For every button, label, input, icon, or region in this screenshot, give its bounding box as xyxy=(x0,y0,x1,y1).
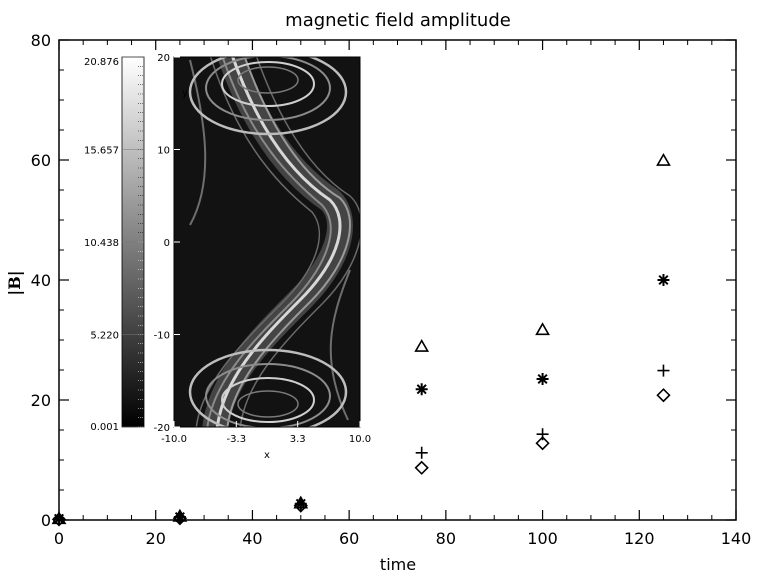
main-axis-ticks xyxy=(58,39,737,521)
plus-marker xyxy=(415,446,428,459)
triangle-marker xyxy=(656,152,671,166)
plus-marker xyxy=(53,513,65,526)
x-tick-label: 60 xyxy=(339,529,359,548)
asterisk-marker xyxy=(415,383,428,396)
inset-axis-ticks xyxy=(173,56,361,428)
y-tick-label: 20 xyxy=(31,391,51,410)
colorbar-ticks xyxy=(122,56,144,428)
triangle-marker xyxy=(414,338,430,352)
inset-y-tick-label: 20 xyxy=(157,53,170,64)
diamond-marker xyxy=(535,436,550,451)
inset-y-tick-label: -10 xyxy=(154,331,170,342)
inset-y-axis-label: y xyxy=(182,88,188,99)
inset-x-axis-label: x xyxy=(264,450,270,461)
inset-x-tick-label: -10.0 xyxy=(161,434,187,445)
inset-x-tick-label: 3.3 xyxy=(290,434,306,445)
plus-series xyxy=(53,364,670,526)
x-tick-label: 140 xyxy=(721,529,752,548)
y-tick-label: 60 xyxy=(31,151,51,170)
y-tick-label: 0 xyxy=(41,511,51,530)
plus-marker xyxy=(536,428,549,441)
inset-y-tick-label: 0 xyxy=(164,238,170,249)
y-axis-label: |B| xyxy=(5,270,24,295)
plus-marker xyxy=(173,511,186,524)
x-tick-label: 80 xyxy=(436,529,456,548)
colorbar-tick-labels: 20.876 15.657 10.438 5.220 0.001 xyxy=(84,57,119,433)
inset-y-tick-label: 10 xyxy=(157,146,170,157)
triangle-marker xyxy=(535,322,550,336)
inset-x-tick-label: 10.0 xyxy=(349,434,371,445)
x-tick-label: 100 xyxy=(527,529,558,548)
y-tick-label: 80 xyxy=(31,31,51,50)
colorbar-tick-label: 0.001 xyxy=(90,422,119,433)
colorbar-tick-label: 15.657 xyxy=(84,146,119,157)
diamond-series xyxy=(51,388,671,527)
colorbar-tick-label: 5.220 xyxy=(90,330,119,341)
diamond-marker xyxy=(293,498,308,513)
diamond-marker xyxy=(51,512,67,527)
triangle-series xyxy=(51,152,671,525)
plus-marker xyxy=(657,364,670,377)
inset-x-tick-label: -3.3 xyxy=(227,434,247,445)
chart-title: magnetic field amplitude xyxy=(285,10,511,31)
asterisk-marker xyxy=(536,373,549,385)
asterisk-series xyxy=(53,274,670,525)
x-axis-label: time xyxy=(380,555,416,574)
y-tick-label: 40 xyxy=(31,271,51,290)
colorbar-tick-label: 10.438 xyxy=(84,238,119,249)
inset-y-tick-label: -20 xyxy=(154,423,170,434)
x-tick-label: 120 xyxy=(624,529,655,548)
data-markers xyxy=(51,152,671,527)
plot-frame xyxy=(58,39,737,521)
heatmap-field-lines xyxy=(188,57,360,427)
inset-axis-tick-labels: -10.0 -3.3 3.3 10.0 20 10 0 -10 -20 xyxy=(154,53,371,445)
x-tick-label: 40 xyxy=(242,529,262,548)
inset-heatmap: -10.0 -3.3 3.3 10.0 20 10 0 -10 -20 y x xyxy=(154,53,371,461)
diamond-marker xyxy=(656,388,671,403)
x-tick-label: 0 xyxy=(54,529,64,548)
colorbar-tick-label: 20.876 xyxy=(84,57,119,68)
diamond-marker xyxy=(172,511,188,526)
diamond-marker xyxy=(414,460,429,475)
plus-marker xyxy=(294,499,307,511)
x-tick-label: 20 xyxy=(146,529,166,548)
inset-colorbar: 20.876 15.657 10.438 5.220 0.001 xyxy=(84,56,145,433)
asterisk-marker xyxy=(657,274,670,286)
